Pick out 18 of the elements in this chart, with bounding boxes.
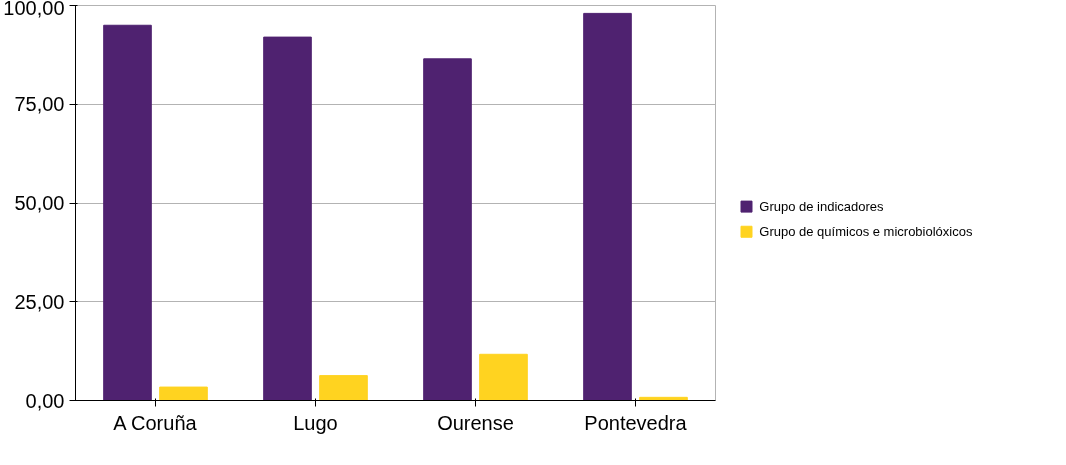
bar — [583, 12, 632, 401]
y-tick-label: 50,00 — [14, 192, 65, 214]
x-tick-label: Lugo — [293, 411, 338, 434]
legend-label: Grupo de indicadores — [759, 199, 885, 215]
bar — [423, 58, 472, 401]
x-tick-label: Pontevedra — [584, 411, 688, 434]
bar — [263, 36, 312, 401]
x-tick-label: Ourense — [437, 411, 514, 434]
bar — [103, 24, 152, 401]
y-tick-label: 100,00 — [3, 0, 65, 19]
bar — [319, 375, 368, 401]
y-tick-label: 75,00 — [14, 93, 65, 116]
y-tick-label: 25,00 — [14, 290, 65, 313]
bar — [159, 386, 208, 401]
legend-label: Grupo de químicos e microbiolóxicos — [759, 224, 973, 240]
bar — [479, 353, 528, 401]
x-tick-label: A Coruña — [113, 411, 198, 434]
y-tick-label: 0,00 — [25, 389, 65, 412]
